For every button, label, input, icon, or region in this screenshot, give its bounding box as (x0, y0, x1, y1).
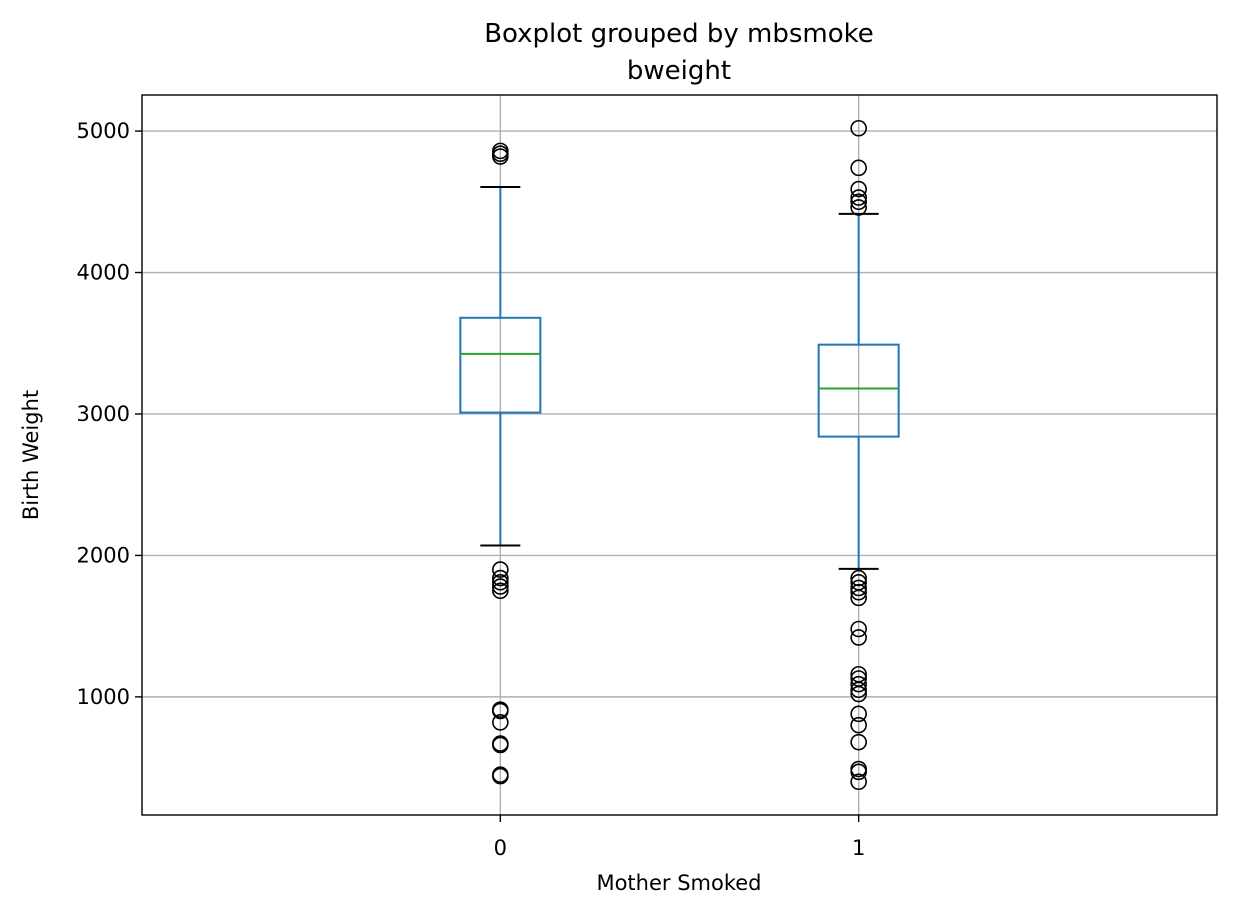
outlier-point (850, 189, 867, 206)
iqr-box (817, 343, 900, 438)
grid-lines (142, 95, 1217, 815)
outlier-point (850, 763, 867, 781)
outlier-point (850, 583, 867, 601)
box-0 (459, 142, 542, 785)
outlier-point (492, 569, 509, 587)
outlier-point (850, 685, 867, 703)
chart-subtitle: bweight (627, 56, 731, 86)
x-axis-label: Mother Smoked (596, 871, 761, 895)
outlier-point (850, 119, 867, 137)
outlier-point (492, 702, 509, 720)
y-tick-label: 5000 (77, 119, 130, 143)
outlier-point (850, 569, 867, 587)
y-tick-label: 2000 (77, 543, 130, 567)
outlier-point (850, 629, 867, 646)
outlier-point (850, 199, 867, 216)
outlier-point (850, 675, 867, 693)
outlier-point (850, 705, 867, 723)
outlier-point (850, 681, 867, 699)
plot-frame (141, 94, 1218, 816)
outlier-point (492, 561, 509, 578)
iqr-box (459, 316, 542, 414)
outlier-point (492, 142, 509, 160)
box-1 (817, 119, 900, 791)
chart-title: Boxplot grouped by mbsmoke (484, 19, 874, 49)
outlier-point (850, 733, 867, 751)
outlier-point (850, 180, 867, 198)
x-tick-label: 1 (852, 836, 865, 860)
x-tick-label: 0 (494, 836, 507, 860)
y-axis-label: Birth Weight (19, 390, 43, 520)
y-tick-label: 1000 (77, 685, 130, 709)
outlier-point (492, 736, 509, 754)
outlier-point (850, 589, 867, 607)
outlier-point (492, 578, 509, 595)
outlier-point (850, 193, 867, 211)
outlier-point (850, 620, 867, 638)
y-axis-ticks: 1000 2000 3000 4000 5000 (77, 119, 142, 709)
y-tick-label: 4000 (77, 261, 130, 285)
outlier-point (850, 773, 867, 791)
outlier-point (492, 574, 509, 591)
outlier-point (492, 767, 509, 785)
y-tick-label: 3000 (77, 402, 130, 426)
outlier-point (850, 579, 867, 597)
outlier-point (492, 582, 509, 600)
outlier-point (850, 716, 867, 734)
outlier-point (492, 714, 509, 731)
outlier-point (850, 159, 867, 177)
box-group (459, 119, 900, 791)
